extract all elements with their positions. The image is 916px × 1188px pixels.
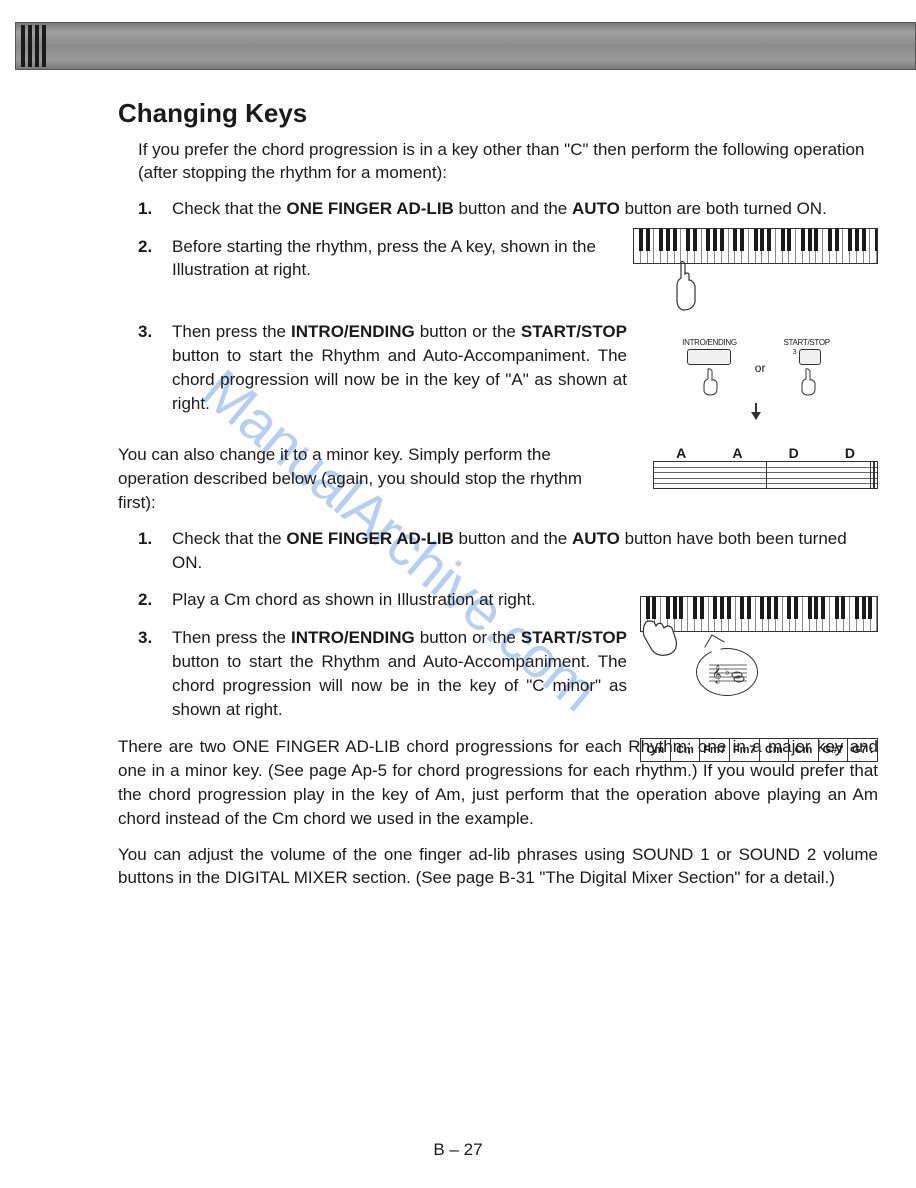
start-stop-button-icon bbox=[799, 349, 821, 365]
or-text: or bbox=[755, 361, 766, 375]
step-number: 1. bbox=[138, 197, 158, 221]
chord-hand-icon bbox=[638, 614, 688, 664]
step-number: 3. bbox=[138, 626, 158, 721]
step-number: 3. bbox=[138, 320, 158, 415]
page-content: Changing Keys If you prefer the chord pr… bbox=[118, 98, 878, 902]
step-text: Then press the INTRO/ENDING button or th… bbox=[172, 320, 627, 415]
step-text: Before starting the rhythm, press the A … bbox=[172, 235, 642, 283]
page-number: B – 27 bbox=[0, 1140, 916, 1160]
music-staff bbox=[653, 461, 878, 489]
keyboard-illustration-1 bbox=[633, 228, 878, 264]
section-title: Changing Keys bbox=[118, 98, 878, 129]
chord-progression-table: Cm Cm Fm7 Fm7 Cm Cm G#7 G7 : bbox=[640, 738, 878, 762]
pointing-hand-icon bbox=[793, 367, 821, 397]
step-text: Then press the INTRO/ENDING button or th… bbox=[172, 626, 627, 721]
svg-text:𝄞: 𝄞 bbox=[712, 665, 721, 684]
notation-bubble: 𝄞 ♭ bbox=[696, 648, 758, 696]
step-number: 2. bbox=[138, 588, 158, 612]
staff-chord-labels: A A D D bbox=[653, 445, 878, 461]
start-stop-label: START/STOP bbox=[783, 338, 829, 347]
minor-key-intro: You can also change it to a minor key. S… bbox=[118, 443, 608, 514]
step-item: 1. Check that the ONE FINGER AD-LIB butt… bbox=[138, 197, 878, 221]
pointing-hand-icon bbox=[663, 260, 703, 315]
chord-staff: A A D D bbox=[653, 445, 878, 489]
intro-ending-button-icon bbox=[687, 349, 731, 365]
intro-ending-label: INTRO/ENDING bbox=[682, 338, 737, 347]
step-number: 1. bbox=[138, 527, 158, 575]
keyboard-illustration-2: 𝄞 ♭ bbox=[640, 596, 878, 632]
treble-clef-icon: 𝄞 ♭ bbox=[705, 657, 749, 687]
step-number: 2. bbox=[138, 235, 158, 283]
pointing-hand-icon bbox=[695, 367, 723, 397]
decorative-header-bar bbox=[15, 22, 916, 70]
step-item: 1. Check that the ONE FINGER AD-LIB butt… bbox=[138, 527, 878, 575]
step-item: 3. Then press the INTRO/ENDING button or… bbox=[138, 626, 878, 721]
arrow-down-icon bbox=[755, 403, 757, 419]
keyboard-keys bbox=[633, 228, 878, 264]
volume-paragraph: You can adjust the volume of the one fin… bbox=[118, 843, 878, 891]
intro-paragraph: If you prefer the chord progression is i… bbox=[138, 139, 878, 185]
button-illustration: INTRO/ENDING or START/STOP 3 bbox=[651, 338, 861, 419]
svg-text:♭: ♭ bbox=[725, 667, 730, 678]
step-text: Check that the ONE FINGER AD-LIB button … bbox=[172, 527, 878, 575]
header-bar-lines bbox=[21, 23, 51, 69]
step-text: Check that the ONE FINGER AD-LIB button … bbox=[172, 197, 878, 221]
